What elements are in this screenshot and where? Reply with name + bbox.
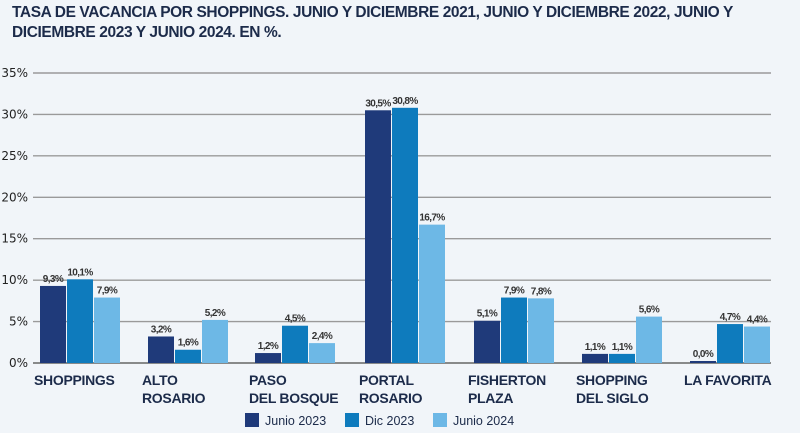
y-tick-label: 30% — [1, 107, 28, 121]
legend-label: Junio 2024 — [453, 414, 514, 428]
bar[interactable] — [501, 297, 527, 363]
category-label-line: ALTO — [142, 372, 178, 388]
legend-label: Dic 2023 — [365, 414, 414, 428]
category-label: FISHERTON PLAZA — [468, 372, 546, 406]
bar[interactable] — [309, 343, 335, 363]
category-label-line: ROSARIO — [359, 390, 423, 406]
y-tick-label: 10% — [1, 273, 28, 287]
category-label: PASO DEL BOSQUE — [249, 372, 338, 406]
bar[interactable] — [175, 349, 201, 363]
data-label: 5,6% — [639, 305, 660, 316]
y-tick-label: 5% — [9, 315, 28, 329]
data-label: 4,4% — [747, 315, 768, 326]
bar[interactable] — [528, 298, 554, 363]
data-label: 1,6% — [178, 338, 199, 349]
data-labels: 9,3%10,1% 7,9% 3,2% 1,6% 5,2% 1,2% 4,5% 2,4% 30,… — [43, 96, 769, 360]
data-label: 7,8% — [531, 286, 552, 297]
data-label: 5,1% — [477, 309, 498, 320]
legend-swatch — [345, 413, 359, 427]
data-label: 4,7% — [720, 312, 741, 323]
category-label: SHOPPING DEL SIGLO — [576, 372, 649, 406]
category-label-line: SHOPPINGS — [34, 372, 115, 388]
bar[interactable] — [474, 320, 500, 363]
bar[interactable] — [419, 224, 445, 363]
data-label: 4,5% — [285, 314, 306, 325]
bar[interactable] — [282, 325, 308, 363]
data-label: 16,7% — [419, 213, 445, 224]
bar[interactable] — [690, 361, 716, 363]
bar[interactable] — [582, 353, 608, 363]
y-tick-label: 25% — [1, 149, 28, 163]
bar[interactable] — [365, 110, 391, 364]
data-label: 1,2% — [258, 341, 279, 352]
bar[interactable] — [67, 279, 93, 363]
legend-label: Junio 2023 — [265, 414, 326, 428]
bars — [40, 107, 770, 364]
x-axis-categories: SHOPPINGS ALTO ROSARIO PASO DEL BOSQUE PORTAL… — [34, 372, 772, 406]
bar[interactable] — [636, 316, 662, 363]
data-label: 30,5% — [365, 98, 391, 109]
bar[interactable] — [255, 353, 281, 363]
legend-swatch — [433, 413, 447, 427]
legend: Junio 2023 Dic 2023 Junio 2024 — [245, 413, 514, 428]
bar[interactable] — [717, 324, 743, 363]
y-tick-label: 0% — [9, 356, 28, 370]
data-label: 9,3% — [43, 274, 64, 285]
data-label: 5,2% — [205, 308, 226, 319]
bar[interactable] — [94, 297, 120, 363]
legend-swatch — [245, 413, 259, 427]
bar[interactable] — [202, 319, 228, 363]
category-label-line: FISHERTON — [468, 372, 546, 388]
bar[interactable] — [40, 285, 66, 363]
y-tick-label: 20% — [1, 190, 28, 204]
y-tick-label: 35% — [1, 66, 28, 80]
data-label: 0,0% — [693, 349, 714, 360]
data-label: 7,9% — [97, 286, 118, 297]
category-label-line: DEL SIGLO — [576, 390, 649, 406]
data-label: 1,1% — [612, 342, 633, 353]
data-label: 2,4% — [312, 331, 333, 342]
y-tick-label: 15% — [1, 232, 28, 246]
bar[interactable] — [609, 353, 635, 363]
category-label: LA FAVORITA — [684, 372, 772, 388]
category-label-line: ROSARIO — [142, 390, 206, 406]
data-label: 3,2% — [151, 324, 172, 335]
data-label: 30,8% — [392, 96, 418, 107]
bar[interactable] — [148, 336, 174, 363]
bar[interactable] — [392, 107, 418, 363]
category-label-line: SHOPPING — [576, 372, 648, 388]
category-label-line: PORTAL — [359, 372, 414, 388]
category-label-line: DEL BOSQUE — [249, 390, 338, 406]
data-label: 1,1% — [585, 342, 606, 353]
category-label: SHOPPINGS — [34, 372, 115, 388]
y-axis-ticks: 0% 5% 10% 15% 20% 25% 30% 35% — [1, 66, 28, 370]
data-label: 10,1% — [67, 267, 93, 278]
category-label-line: PLAZA — [468, 390, 513, 406]
bar[interactable] — [744, 326, 770, 363]
category-label: PORTAL ROSARIO — [359, 372, 423, 406]
category-label-line: LA FAVORITA — [684, 372, 772, 388]
category-label: ALTO ROSARIO — [142, 372, 206, 406]
data-label: 7,9% — [504, 286, 525, 297]
chart-title: TASA DE VACANCIA POR SHOPPINGS. JUNIO Y … — [12, 4, 733, 41]
category-label-line: PASO — [249, 372, 287, 388]
